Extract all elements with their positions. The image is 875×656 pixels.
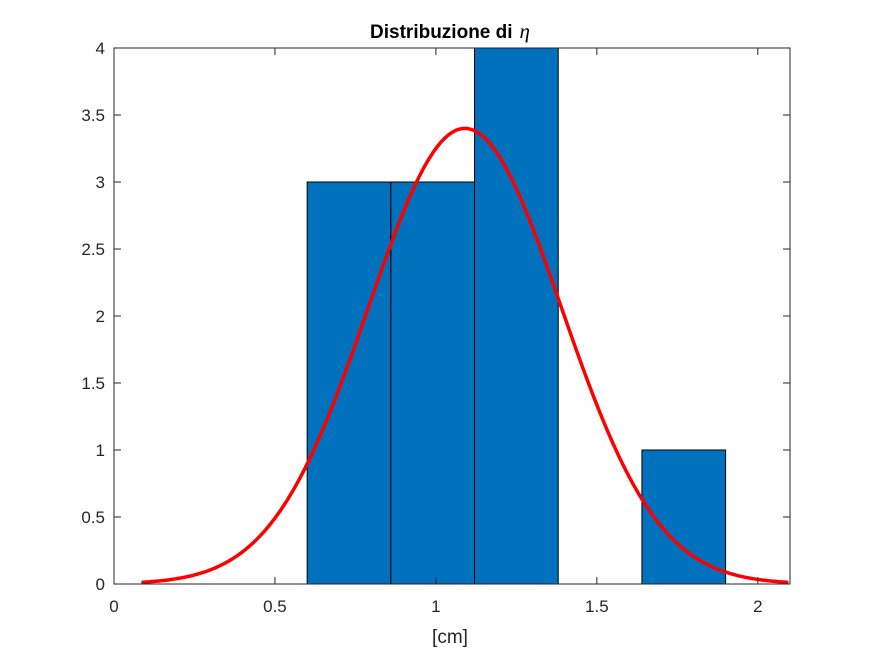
x-tick-labels: 0 0.5 1 1.5 2 — [109, 597, 762, 616]
x-axis-label: [cm] — [432, 627, 468, 648]
histogram-bar-2 — [474, 47, 559, 585]
y-tick-label-4: 2 — [96, 307, 105, 326]
y-tick-label-7: 3.5 — [81, 106, 105, 125]
y-tick-label-6: 3 — [96, 173, 105, 192]
chart-title-text: Distribuzione di — [370, 22, 513, 43]
x-tick-label-3: 1.5 — [585, 597, 609, 616]
fit-curve-layer — [141, 126, 789, 584]
y-tick-label-1: 0.5 — [81, 508, 105, 527]
histogram-bars — [306, 47, 727, 585]
x-tick-label-0: 0 — [109, 597, 118, 616]
x-tick-label-4: 2 — [753, 597, 762, 616]
y-tick-label-3: 1.5 — [81, 374, 105, 393]
axis-ticks — [113, 47, 790, 585]
chart-title-symbol: η — [520, 19, 530, 43]
chart-title: Distribuzione di η — [370, 19, 530, 43]
y-tick-label-5: 2.5 — [81, 240, 105, 259]
gaussian-fit-curve — [141, 126, 789, 584]
y-tick-label-0: 0 — [96, 575, 105, 594]
y-tick-label-2: 1 — [96, 441, 105, 460]
y-tick-labels: 0 0.5 1 1.5 2 2.5 3 3.5 4 — [81, 39, 105, 594]
histogram-bar-0 — [306, 181, 392, 585]
histogram-bar-1 — [390, 181, 476, 585]
y-tick-label-8: 4 — [96, 39, 105, 58]
x-tick-label-2: 1 — [431, 597, 440, 616]
x-tick-label-1: 0.5 — [263, 597, 287, 616]
